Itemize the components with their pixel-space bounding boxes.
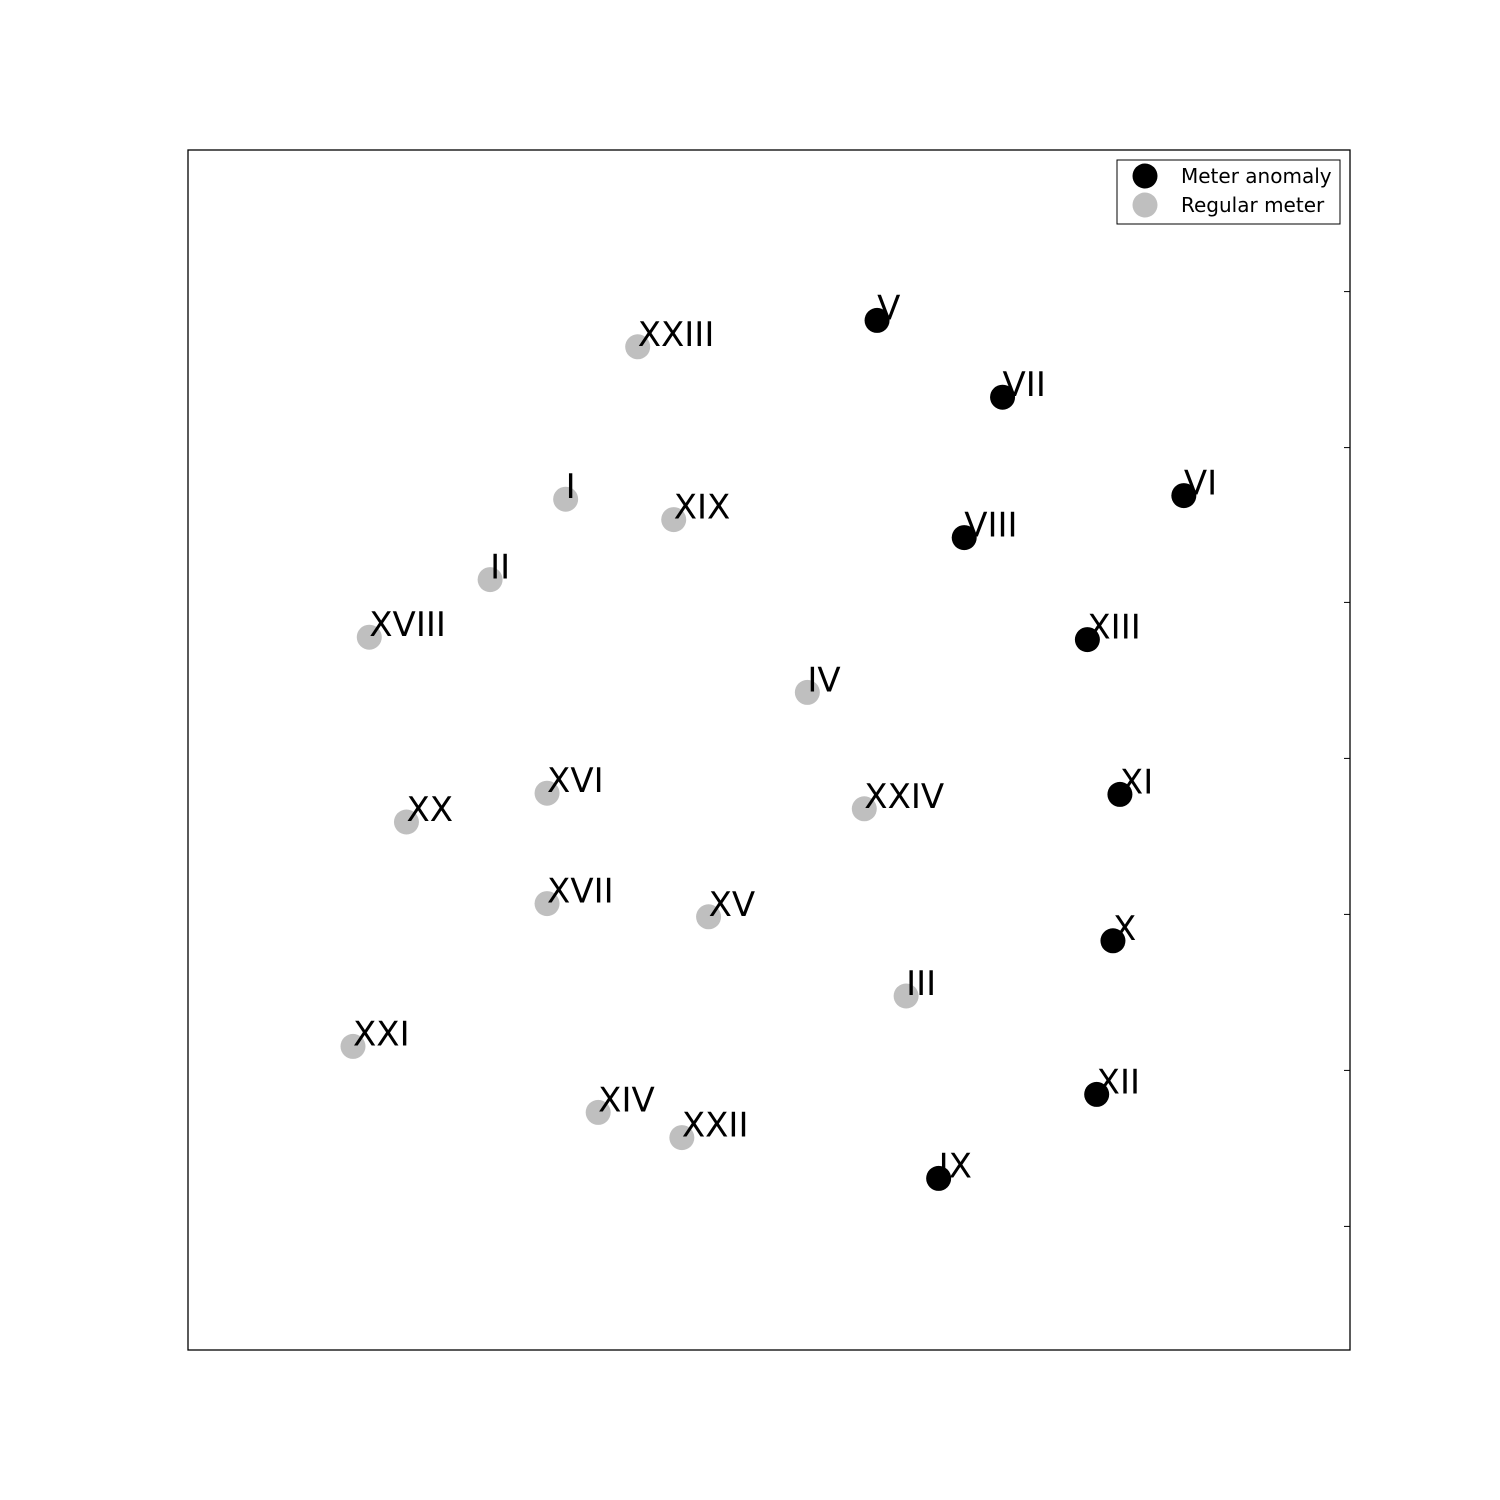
legend-marker [1132, 192, 1158, 218]
legend-label: Regular meter [1181, 193, 1325, 217]
point-label: XXIV [864, 777, 944, 817]
point-marker [669, 1125, 695, 1151]
point-marker [696, 904, 722, 930]
point-label: XII [1097, 1062, 1140, 1102]
point-label: XIX [674, 488, 731, 528]
y-axis-ticks [1344, 291, 1350, 1227]
legend-label: Meter anomaly [1181, 164, 1332, 188]
point-marker [534, 891, 560, 917]
point-marker [951, 525, 977, 551]
point-label: III [906, 964, 936, 1004]
point-label: VII [1003, 365, 1046, 405]
point-label: IX [939, 1146, 972, 1186]
point-marker [1084, 1081, 1110, 1107]
point-marker [1074, 627, 1100, 653]
point-marker [661, 507, 687, 533]
point-marker [864, 307, 890, 333]
point-marker [340, 1033, 366, 1059]
point-label: VI [1184, 464, 1217, 504]
point-marker [1171, 483, 1197, 509]
plot-area [187, 149, 1351, 1351]
point-label: XVIII [369, 605, 446, 645]
data-points: VVIIVIVIIIXIIIXIXXIIIXXXIIIIXIXIIXVIIIIV… [340, 288, 1217, 1191]
point-label: XVI [547, 761, 604, 801]
point-marker [990, 384, 1016, 410]
point-marker [356, 624, 382, 650]
point-label: IV [807, 660, 840, 700]
point-label: XXII [682, 1106, 749, 1146]
point-label: XXI [353, 1014, 410, 1054]
point-label: XV [709, 885, 756, 925]
point-label: XIV [598, 1080, 655, 1120]
point-marker [553, 486, 579, 512]
point-label: V [877, 288, 900, 328]
point-label: X [1113, 909, 1136, 949]
point-marker [534, 780, 560, 806]
point-label: XVII [547, 872, 614, 912]
point-label: XX [406, 790, 453, 830]
point-marker [625, 334, 651, 360]
point-marker [851, 796, 877, 822]
point-label: VIII [964, 506, 1017, 546]
legend: Meter anomaly Regular meter [1116, 159, 1341, 225]
point-label: I [566, 467, 576, 507]
point-label: XXIII [638, 315, 715, 355]
point-label: XIII [1087, 608, 1140, 648]
point-label: XI [1120, 762, 1153, 802]
point-marker [794, 679, 820, 705]
point-marker [893, 983, 919, 1009]
point-marker [1100, 928, 1126, 954]
point-marker [585, 1099, 611, 1125]
point-marker [477, 567, 503, 593]
point-marker [393, 809, 419, 835]
legend-marker [1132, 163, 1158, 189]
point-marker [1107, 781, 1133, 807]
point-marker [926, 1165, 952, 1191]
point-label: II [490, 548, 510, 588]
